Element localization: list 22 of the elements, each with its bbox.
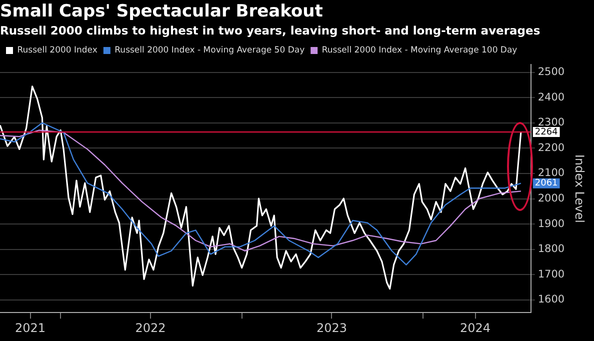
y-tick-label: 1600 [538,294,565,306]
y-axis-title: Index Level [572,154,587,223]
legend-label: Russell 2000 Index - Moving Average 100 Day [322,46,518,56]
chart-title: Small Caps' Spectacular Breakout [0,2,323,22]
x-tick-label: 2021 [15,320,46,335]
y-tick-label: 2100 [538,167,565,180]
y-tick-label: 1900 [538,218,565,230]
x-tick-label: 2024 [460,320,491,335]
y-tick-label: 2400 [538,91,565,104]
y-tick-label: 2300 [538,116,565,129]
y-tick-label: 1800 [538,243,565,256]
x-tick-label: 2023 [316,320,348,335]
y-tick-label: 2000 [538,192,565,205]
y-tick-label: 2500 [538,66,565,78]
chart-subtitle: Russell 2000 climbs to highest in two years, leaving short- and long-term averages [0,23,540,38]
y-tick-label: 2200 [538,142,565,154]
x-tick-label: 2022 [135,320,166,335]
data-label: 2061 [534,178,558,189]
legend-label: Russell 2000 Index [17,46,98,56]
y-tick-label: 1700 [538,268,565,280]
data-label: 2264 [534,127,558,138]
legend-label: Russell 2000 Index - Moving Average 50 Day [114,46,305,56]
